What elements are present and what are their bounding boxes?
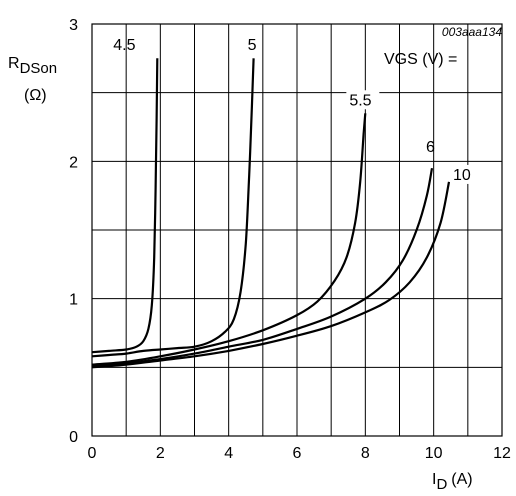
y-tick-label: 0 (69, 429, 78, 446)
y-axis-label-main: R (8, 55, 20, 72)
curve-label-bg (346, 90, 380, 110)
grid (92, 24, 502, 436)
x-tick-label: 6 (293, 445, 302, 462)
x-tick-label: 12 (493, 445, 511, 462)
y-axis-ticks: 0 1 2 3 (69, 17, 78, 446)
curve-vgs-4-5 (91, 58, 159, 354)
x-axis-unit: (A) (451, 471, 472, 488)
curve-vgs-5-5 (91, 113, 367, 366)
curve-vgs-6 (91, 167, 434, 368)
x-axis-label-sub: D (436, 476, 447, 493)
y-tick-label: 2 (69, 154, 78, 171)
curve-label-4-5: 4.5 (113, 37, 135, 54)
curve-label-5: 5 (248, 37, 257, 54)
x-tick-label: 0 (88, 445, 97, 462)
curve-vgs-5 (91, 58, 255, 358)
x-tick-label: 10 (425, 445, 443, 462)
plot-frame (91, 23, 503, 437)
curve-vgs-10 (91, 181, 451, 369)
x-axis-label: ID (A) (432, 471, 473, 493)
svg-text:ID(A): ID (A) (432, 471, 473, 493)
x-axis-label-main: I (432, 471, 436, 488)
x-axis-ticks: 0 2 4 6 8 10 12 (88, 445, 511, 462)
y-tick-label: 3 (69, 17, 78, 34)
x-tick-label: 4 (224, 445, 233, 462)
curve-label-10: 10 (453, 167, 471, 184)
y-axis-unit: (Ω) (24, 87, 47, 104)
figure-code: 003aaa134 (442, 25, 502, 39)
y-axis-label: RDSon (Ω) (8, 55, 57, 104)
curves (91, 58, 451, 369)
x-tick-label: 8 (361, 445, 370, 462)
curve-label-5-5: 5.5 (349, 92, 371, 109)
x-tick-label: 2 (156, 445, 165, 462)
curve-label-6: 6 (426, 139, 435, 156)
y-axis-label-sub: DSon (20, 60, 58, 77)
y-tick-label: 1 (69, 292, 78, 309)
curve-labels: 4.5 5 5.5 6 10 (113, 37, 475, 184)
legend-title: VGS (V) = (384, 51, 457, 68)
svg-text:RDSon: RDSon (8, 55, 57, 77)
curve-label-bg (450, 164, 475, 184)
